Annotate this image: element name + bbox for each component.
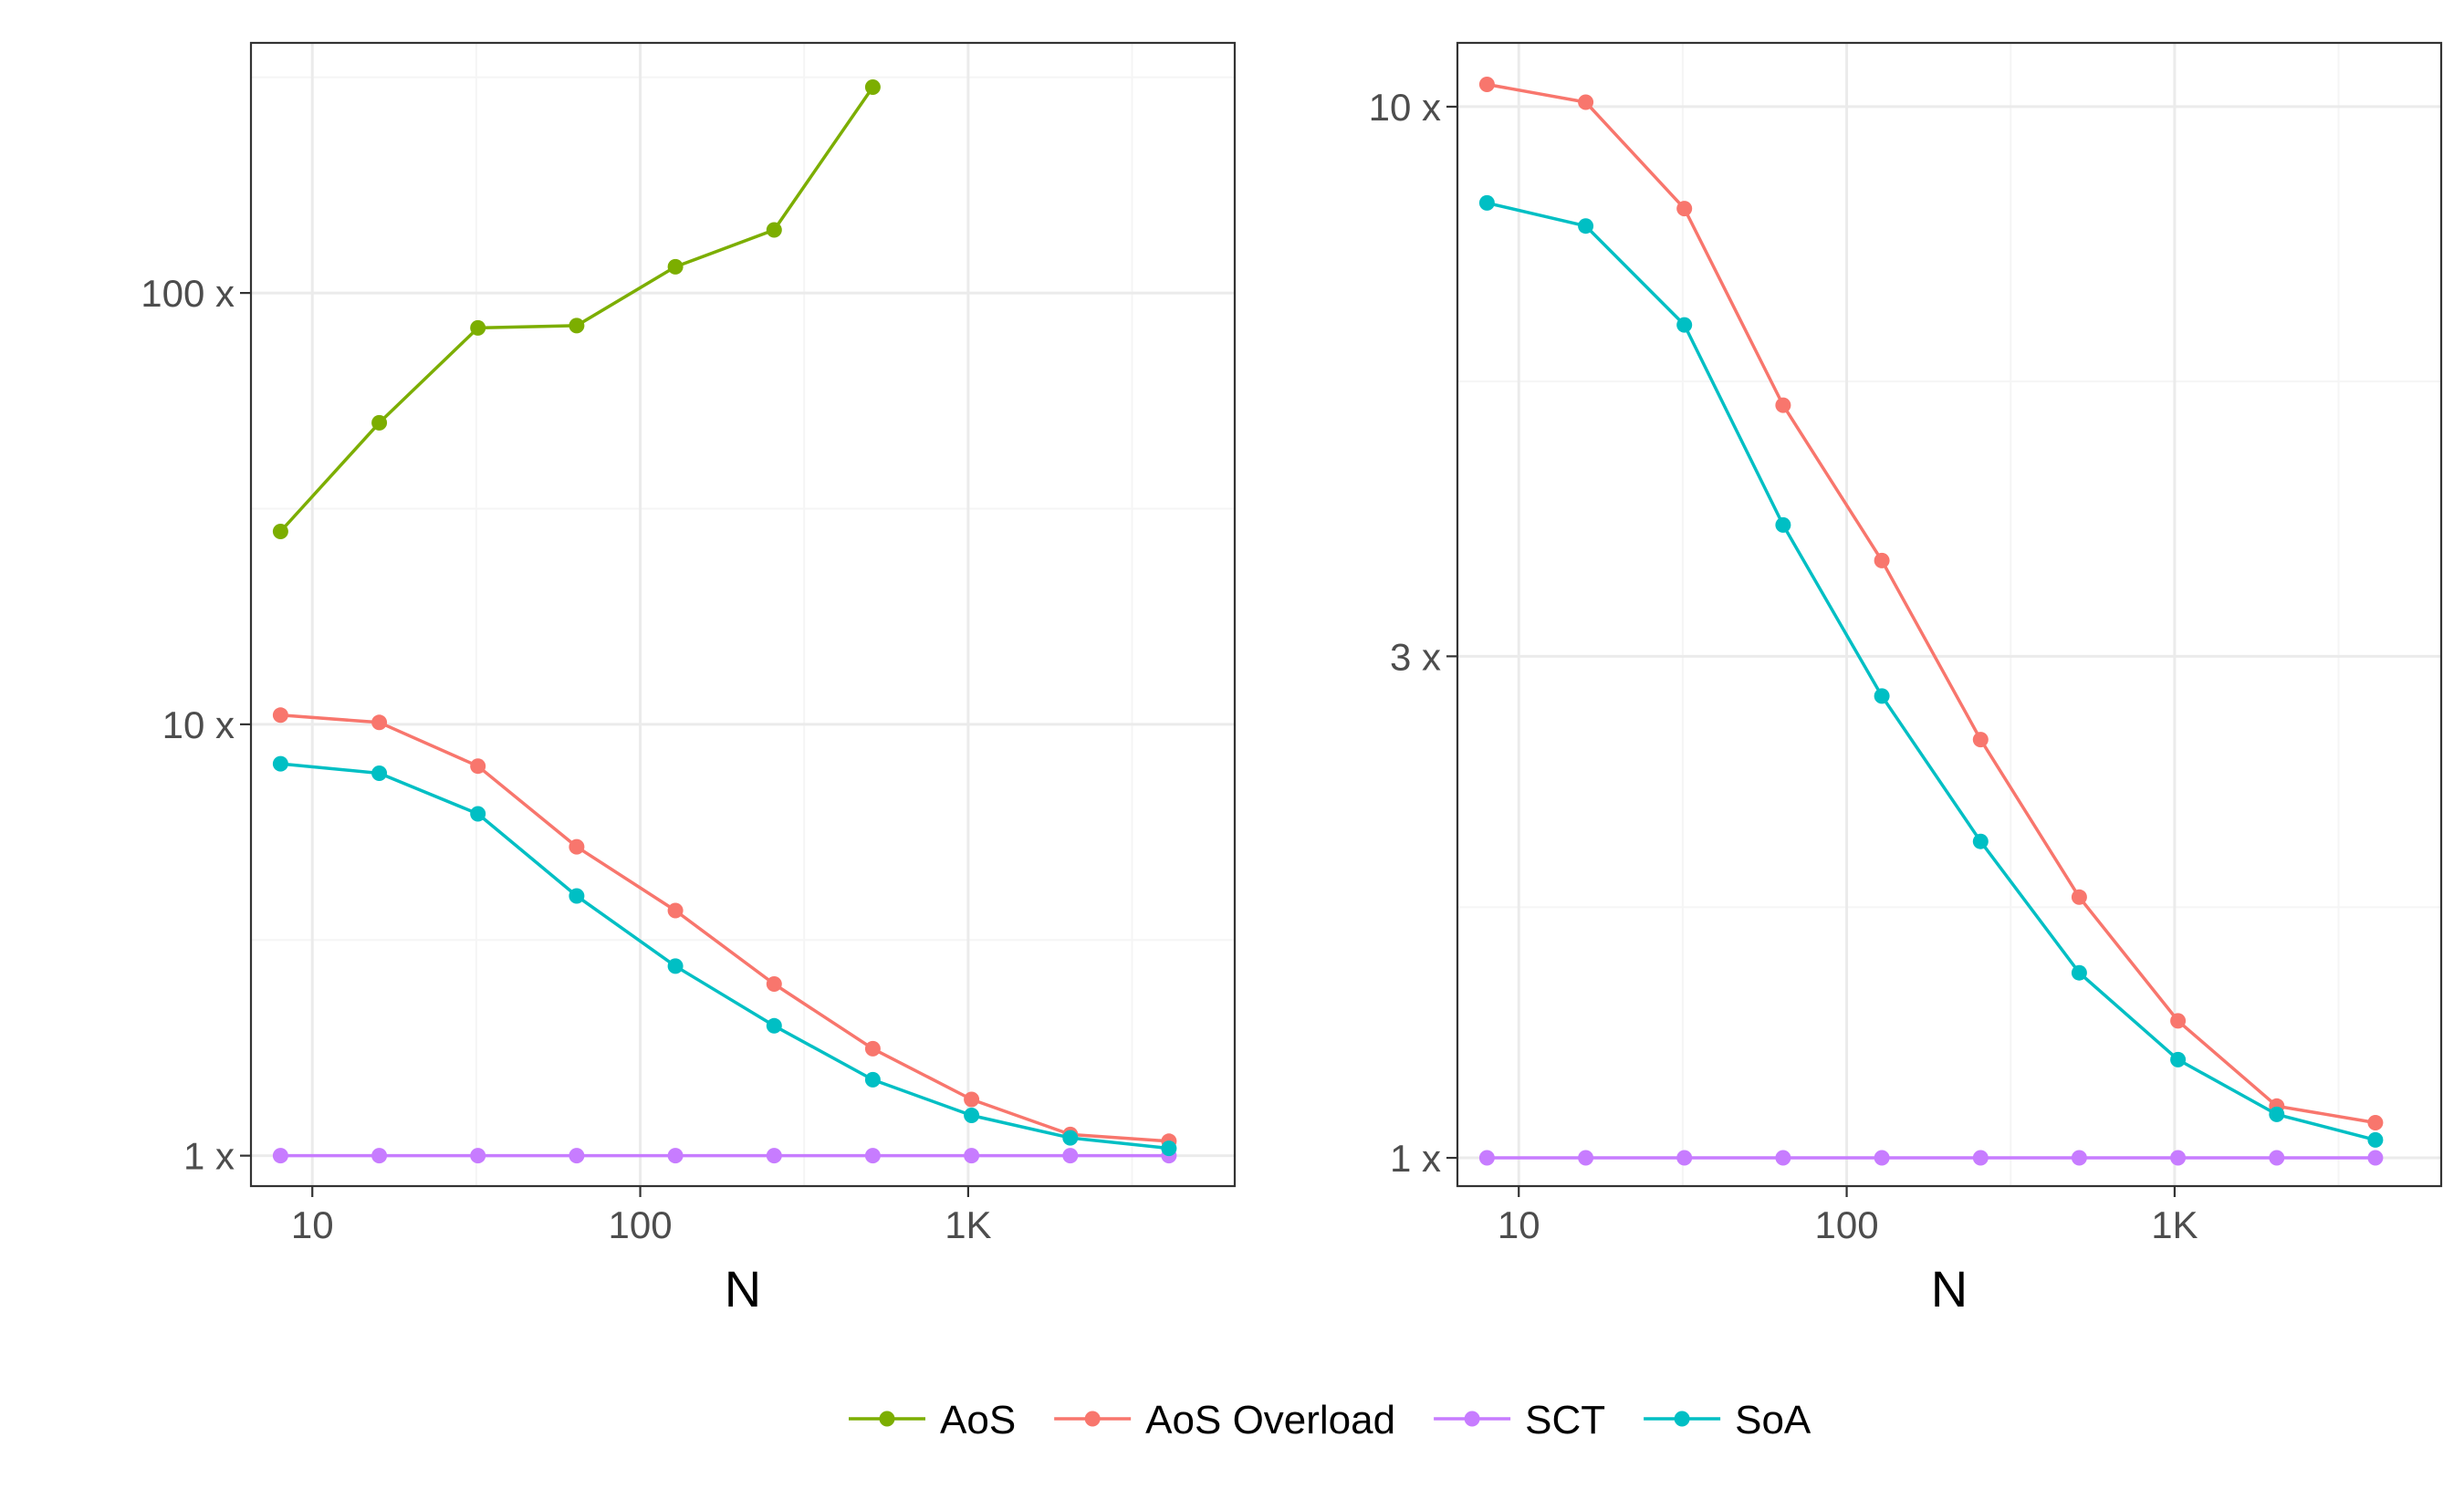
data-point-sct (1972, 1150, 1989, 1166)
data-point-soa (2170, 1051, 2187, 1067)
data-point-soa (2367, 1131, 2384, 1148)
y-tick-label: 1 x (1390, 1137, 1441, 1180)
data-point-aos-overload (1478, 77, 1495, 92)
panel-right: 10 100 1K 1 x 3 x 10 x N (1369, 41, 2443, 1317)
data-point-aos-overload (864, 1040, 881, 1057)
x-tick-label: 1K (945, 1203, 991, 1246)
data-point-aos (371, 414, 388, 431)
data-point-sct (1062, 1148, 1079, 1164)
series-line-soa (1487, 201, 2376, 1142)
panel-border (249, 41, 1237, 1188)
data-point-aos-overload (1972, 732, 1989, 748)
data-point-aos (667, 258, 684, 275)
plot-background (251, 43, 1235, 1186)
data-point-soa (470, 806, 486, 822)
y-tick-label: 3 x (1390, 635, 1441, 678)
data-point-aos (569, 318, 585, 334)
data-point-aos-overload (1775, 397, 1791, 413)
data-point-sct (470, 1148, 486, 1164)
data-point-soa (371, 765, 388, 781)
data-point-sct (1775, 1150, 1791, 1166)
data-point-sct (1578, 1150, 1594, 1166)
data-point-sct (1676, 1150, 1693, 1166)
panel-left: 10 100 1K 1 x 10 x 100 x N (141, 41, 1237, 1317)
data-point-aos (470, 319, 486, 336)
data-point-soa (1578, 218, 1594, 234)
data-point-aos-overload (964, 1091, 980, 1108)
data-point-soa (864, 1071, 881, 1088)
data-point-soa (1161, 1140, 1177, 1157)
data-point-aos (272, 524, 288, 539)
data-point-soa (1775, 516, 1791, 533)
x-tick-label: 1K (2151, 1203, 2198, 1246)
data-point-aos-overload (766, 976, 782, 992)
data-point-sct (569, 1148, 585, 1164)
legend-label-soa: SoA (1735, 1398, 1811, 1442)
data-point-aos-overload (667, 902, 684, 919)
data-point-soa (569, 888, 585, 904)
data-point-aos-overload (1676, 201, 1693, 217)
data-point-aos-overload (2071, 889, 2087, 905)
data-point-soa (2269, 1106, 2285, 1122)
data-point-soa (1972, 833, 1989, 849)
data-point-aos-overload (2170, 1013, 2187, 1029)
x-axis-title: N (725, 1260, 761, 1317)
data-point-sct (766, 1148, 782, 1164)
data-point-soa (2071, 964, 2087, 981)
data-point-soa (1874, 688, 1890, 704)
series-line-aos-overload (280, 713, 1170, 1143)
legend-label-aos: AoS (940, 1398, 1016, 1442)
legend: AoS AoS Overload SCT SoA (849, 1398, 1811, 1442)
series-line-aos-overload (1487, 82, 2376, 1125)
data-point-aos-overload (470, 758, 486, 775)
data-point-sct (2367, 1150, 2384, 1166)
data-point-aos-overload (2367, 1115, 2384, 1130)
data-point-aos (864, 79, 881, 95)
legend-key-point-aos (879, 1411, 895, 1427)
panel-border (1456, 41, 2443, 1188)
data-point-aos-overload (1578, 94, 1594, 110)
legend-label-sct: SCT (1525, 1398, 1605, 1442)
data-point-sct (864, 1148, 881, 1164)
data-point-sct (272, 1148, 288, 1164)
data-point-soa (272, 755, 288, 772)
x-tick-label: 100 (609, 1203, 673, 1246)
data-point-sct (2269, 1150, 2285, 1166)
x-axis-title: N (1931, 1260, 1968, 1317)
data-point-aos-overload (371, 714, 388, 731)
data-point-aos-overload (272, 707, 288, 724)
x-tick-label: 10 (1498, 1203, 1540, 1246)
data-point-sct (371, 1148, 388, 1164)
y-tick-label: 1 x (183, 1135, 235, 1178)
plot-background (1457, 43, 2441, 1186)
x-tick-label: 100 (1815, 1203, 1879, 1246)
data-point-sct (2071, 1150, 2087, 1166)
data-point-soa (964, 1108, 980, 1123)
data-point-aos (766, 222, 782, 238)
data-point-soa (1676, 317, 1693, 333)
x-tick-label: 10 (291, 1203, 334, 1246)
data-point-sct (1478, 1150, 1495, 1166)
data-point-sct (2170, 1150, 2187, 1166)
data-point-aos-overload (569, 838, 585, 855)
data-point-sct (964, 1148, 980, 1164)
series-line-soa (280, 762, 1170, 1151)
y-tick-label: 10 x (1369, 86, 1441, 129)
legend-label-aos-overload: AoS Overload (1145, 1398, 1395, 1442)
data-point-soa (667, 958, 684, 974)
data-point-sct (1874, 1150, 1890, 1166)
data-point-aos-overload (1874, 552, 1890, 568)
legend-key-point-sct (1464, 1411, 1480, 1427)
data-point-soa (1478, 194, 1495, 211)
data-point-sct (667, 1148, 684, 1164)
legend-key-point-aos-overload (1084, 1411, 1101, 1427)
data-point-soa (1062, 1130, 1079, 1146)
data-point-soa (766, 1017, 782, 1034)
legend-key-point-soa (1674, 1411, 1690, 1427)
y-tick-label: 100 x (141, 272, 235, 315)
y-tick-label: 10 x (162, 703, 235, 746)
